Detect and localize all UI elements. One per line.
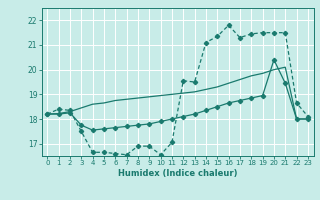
X-axis label: Humidex (Indice chaleur): Humidex (Indice chaleur) bbox=[118, 169, 237, 178]
